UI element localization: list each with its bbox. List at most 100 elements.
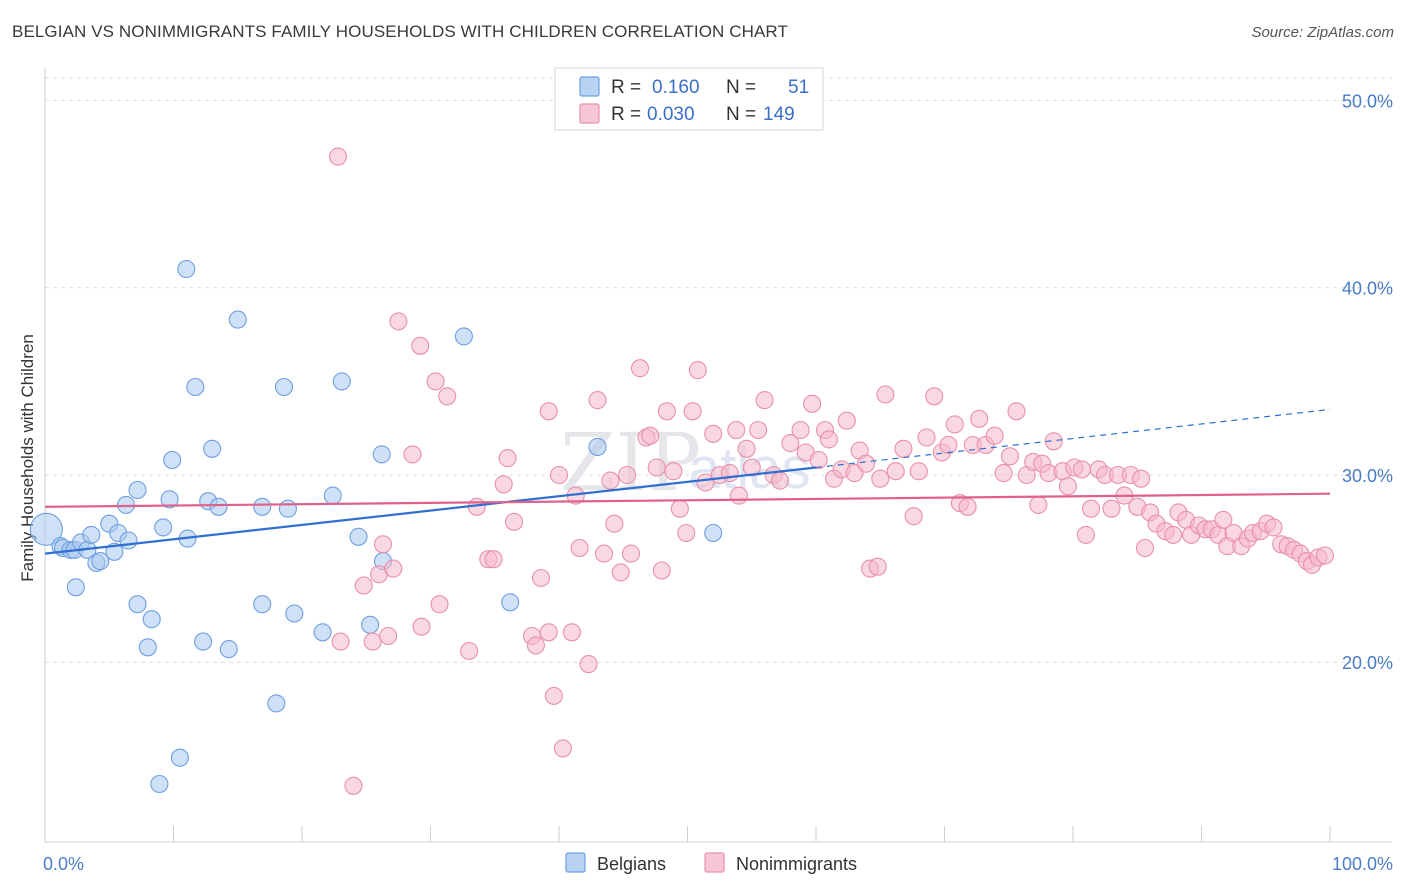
belgians-trend-extension xyxy=(815,408,1331,469)
chart-source: Source: ZipAtlas.com xyxy=(1251,24,1394,41)
belgians-point xyxy=(194,632,213,651)
belgians-point xyxy=(361,615,380,634)
nonimmigrants-point xyxy=(1076,525,1095,544)
nonimmigrants-point xyxy=(770,471,790,490)
nonimmigrants-point xyxy=(886,462,905,481)
nonimmigrants-point xyxy=(484,550,503,569)
nonimmigrants-point xyxy=(379,626,398,646)
nonimmigrants-point xyxy=(876,385,895,404)
belgians-point xyxy=(209,497,228,516)
nonimmigrants-point xyxy=(430,595,449,614)
belgians-point xyxy=(150,774,169,794)
belgians-point xyxy=(142,610,161,629)
y-tick-label: 20.0% xyxy=(1342,653,1393,673)
nonimmigrants-point xyxy=(909,462,928,481)
belgians-point xyxy=(332,372,351,391)
belgians-point xyxy=(228,310,247,329)
nonimmigrants-point xyxy=(904,507,923,526)
series-legend: Belgians Nonimmigrants xyxy=(565,852,857,874)
belgians-point xyxy=(128,480,147,500)
belgians-point xyxy=(138,638,157,657)
belgians-point xyxy=(219,640,238,659)
nonimmigrants-point xyxy=(579,655,598,674)
belgians-trend-line xyxy=(44,466,817,555)
belgians-point xyxy=(170,748,189,767)
nonimmigrants-point xyxy=(570,538,589,558)
nonimmigrants-point xyxy=(605,514,624,533)
belgians-point xyxy=(105,542,124,561)
nonimmigrants-point xyxy=(696,473,715,492)
belgians-point xyxy=(274,377,294,397)
nonimmigrants-point xyxy=(894,439,913,458)
belgians-point xyxy=(323,486,342,505)
nonimmigrants-point xyxy=(749,420,768,440)
belgians-point xyxy=(160,490,179,509)
nonimmigrants-point xyxy=(1102,499,1121,518)
nonimmigrants-point xyxy=(594,544,614,563)
axes xyxy=(44,68,1392,843)
nonimmigrants-point xyxy=(641,426,660,445)
nonimmigrants-point xyxy=(373,535,393,554)
belgians-point xyxy=(349,527,368,546)
nonimmigrants-point xyxy=(601,471,620,490)
nonimmigrants-point xyxy=(611,563,630,582)
nonimmigrants-point xyxy=(688,361,707,380)
nonimmigrants-point xyxy=(1044,432,1063,451)
belgians-point xyxy=(253,497,272,516)
nonimmigrants-point xyxy=(384,559,403,578)
nonimmigrants-point xyxy=(809,450,828,470)
nonimmigrants-point xyxy=(531,568,551,588)
nonimmigrants-point xyxy=(803,394,822,413)
nonimmigrants-point xyxy=(618,465,637,485)
nonimmigrants-point xyxy=(1000,447,1020,466)
y-tick-label: 50.0% xyxy=(1342,91,1393,111)
y-tick-labels: 20.0% 30.0% 40.0% 50.0% xyxy=(1342,91,1393,673)
nonimmigrants-point xyxy=(939,435,958,455)
nonimmigrants-point xyxy=(677,523,696,543)
nonimmigrants-point xyxy=(1135,538,1155,558)
nonimmigrants-point xyxy=(363,632,382,651)
nonimmigrants-point xyxy=(755,391,774,410)
nonimmigrants-point xyxy=(868,557,887,576)
legend-label-belgians: Belgians xyxy=(597,854,666,874)
gridlines xyxy=(45,77,1392,663)
nonimmigrants-point xyxy=(1081,499,1101,518)
nonimmigrants-point xyxy=(1029,495,1048,514)
x-tick-label: 0.0% xyxy=(43,854,84,874)
belgians-point xyxy=(285,604,304,623)
nonimmigrants-point xyxy=(945,415,964,434)
legend-n-label: N = xyxy=(726,104,756,125)
belgians-point xyxy=(186,377,205,397)
legend-n-value: 149 xyxy=(763,104,795,125)
nonimmigrants-point xyxy=(917,428,936,447)
nonimmigrants-point xyxy=(403,445,422,464)
nonimmigrants-point xyxy=(621,544,641,563)
belgians-point xyxy=(278,499,297,518)
legend-box xyxy=(554,67,824,131)
nonimmigrants-point xyxy=(412,617,431,636)
nonimmigrants-point xyxy=(652,561,671,580)
nonimmigrants-point xyxy=(791,420,810,440)
legend-r-label: R = xyxy=(611,77,641,98)
nonimmigrants-point xyxy=(526,636,545,655)
nonimmigrants-point xyxy=(549,465,569,485)
nonimmigrants-point xyxy=(737,439,756,458)
nonimmigrants-point xyxy=(411,336,430,355)
nonimmigrants-point xyxy=(994,464,1013,483)
nonimmigrants-point xyxy=(970,409,989,428)
legend-swatch-belgians xyxy=(565,852,586,873)
nonimmigrants-point xyxy=(328,147,348,166)
belgians-point xyxy=(267,694,286,713)
nonimmigrants-point xyxy=(539,402,558,421)
belgians-point xyxy=(372,445,391,464)
nonimmigrants-point xyxy=(426,372,445,391)
nonimmigrants-point xyxy=(683,402,702,421)
nonimmigrants-point xyxy=(1072,460,1092,479)
chart-title: BELGIAN VS NONIMMIGRANTS FAMILY HOUSEHOL… xyxy=(12,22,788,41)
nonimmigrants-point xyxy=(1315,546,1334,565)
belgians-point xyxy=(163,450,182,470)
nonimmigrants-point xyxy=(729,486,748,505)
legend-n-label: N = xyxy=(726,77,756,98)
nonimmigrants-point xyxy=(670,499,689,518)
belgians-point xyxy=(501,593,520,612)
